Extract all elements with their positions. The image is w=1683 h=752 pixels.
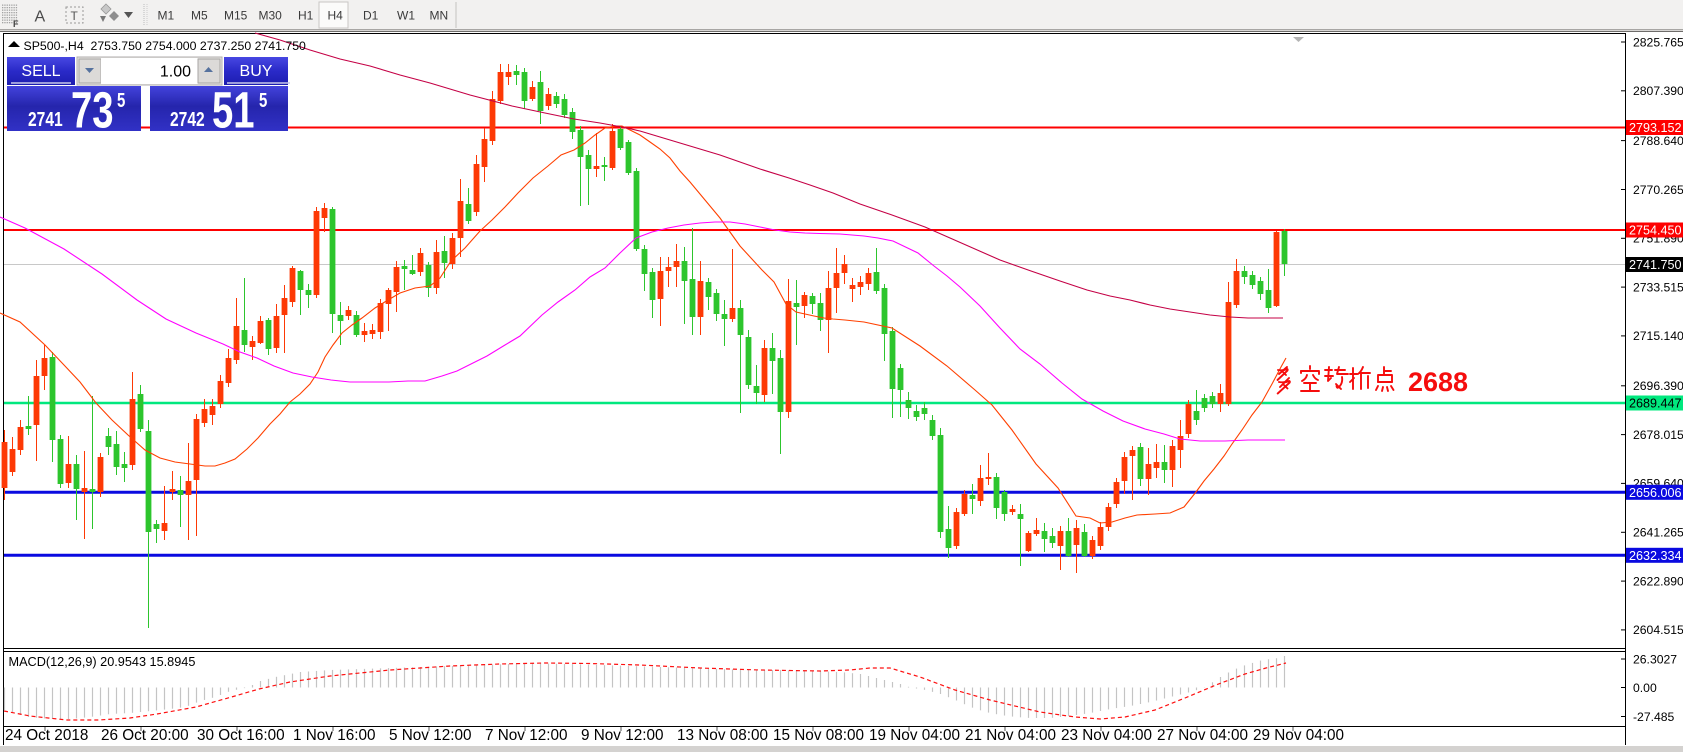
svg-text:2807.390: 2807.390 [1633, 84, 1683, 98]
svg-text:A: A [35, 9, 46, 26]
svg-text:H4: H4 [328, 9, 344, 23]
svg-text:2604.515: 2604.515 [1633, 623, 1683, 637]
svg-text:SP500-,H4 2753.750 2754.000 2: SP500-,H4 2753.750 2754.000 2737.250 274… [24, 39, 307, 53]
svg-text:30 Oct 16:00: 30 Oct 16:00 [197, 727, 285, 744]
svg-text:M30: M30 [259, 9, 283, 23]
svg-text:W1: W1 [397, 9, 415, 23]
svg-text:27 Nov 04:00: 27 Nov 04:00 [1157, 727, 1248, 744]
svg-text:BUY: BUY [240, 63, 273, 80]
svg-text:7 Nov 12:00: 7 Nov 12:00 [485, 727, 568, 744]
svg-text:2825.765: 2825.765 [1633, 35, 1683, 49]
svg-text:2688: 2688 [1408, 367, 1468, 397]
svg-text:9 Nov 12:00: 9 Nov 12:00 [581, 727, 664, 744]
svg-text:26 Oct 20:00: 26 Oct 20:00 [101, 727, 189, 744]
svg-text:MN: MN [430, 9, 449, 23]
svg-text:21 Nov 04:00: 21 Nov 04:00 [965, 727, 1056, 744]
svg-text:19 Nov 04:00: 19 Nov 04:00 [869, 727, 960, 744]
svg-text:5 Nov 12:00: 5 Nov 12:00 [389, 727, 472, 744]
svg-text:5: 5 [259, 89, 267, 112]
svg-text:1.00: 1.00 [160, 64, 191, 81]
svg-text:2678.015: 2678.015 [1633, 428, 1683, 442]
svg-text:H1: H1 [298, 9, 314, 23]
svg-text:2632.334: 2632.334 [1629, 549, 1682, 563]
svg-text:MACD(12,26,9) 20.9543 15.8945: MACD(12,26,9) 20.9543 15.8945 [9, 655, 196, 669]
svg-text:2754.450: 2754.450 [1629, 224, 1682, 238]
svg-text:26.3027: 26.3027 [1633, 652, 1677, 666]
svg-text:2741: 2741 [28, 108, 63, 130]
svg-text:15 Nov 08:00: 15 Nov 08:00 [773, 727, 864, 744]
svg-text:24 Oct 2018: 24 Oct 2018 [5, 727, 88, 744]
svg-text:5: 5 [117, 89, 125, 112]
svg-text:M1: M1 [158, 9, 175, 23]
svg-text:2770.265: 2770.265 [1633, 183, 1683, 197]
svg-text:23 Nov 04:00: 23 Nov 04:00 [1061, 727, 1152, 744]
svg-text:D1: D1 [363, 9, 379, 23]
svg-text:2689.447: 2689.447 [1629, 397, 1682, 411]
svg-text:2715.140: 2715.140 [1633, 329, 1683, 343]
svg-text:-27.485: -27.485 [1633, 710, 1675, 724]
svg-text:M15: M15 [224, 9, 248, 23]
svg-text:2742: 2742 [170, 108, 205, 130]
svg-text:T: T [71, 9, 79, 23]
svg-text:51: 51 [212, 81, 255, 139]
svg-text:2696.390: 2696.390 [1633, 379, 1683, 393]
svg-text:2741.750: 2741.750 [1629, 258, 1682, 272]
svg-text:1 Nov 16:00: 1 Nov 16:00 [293, 727, 376, 744]
svg-text:29 Nov 04:00: 29 Nov 04:00 [1253, 727, 1344, 744]
svg-text:2788.640: 2788.640 [1633, 134, 1683, 148]
svg-text:13 Nov 08:00: 13 Nov 08:00 [677, 727, 768, 744]
svg-text:2733.515: 2733.515 [1633, 280, 1683, 294]
svg-text:2656.006: 2656.006 [1629, 486, 1682, 500]
svg-text:M5: M5 [191, 9, 208, 23]
svg-text:0.00: 0.00 [1633, 681, 1657, 695]
svg-text:2622.890: 2622.890 [1633, 574, 1683, 588]
svg-text:SELL: SELL [21, 63, 60, 80]
svg-text:2793.152: 2793.152 [1629, 121, 1682, 135]
svg-text:F: F [13, 19, 19, 29]
svg-text:73: 73 [71, 81, 114, 139]
svg-text:2641.265: 2641.265 [1633, 526, 1683, 540]
